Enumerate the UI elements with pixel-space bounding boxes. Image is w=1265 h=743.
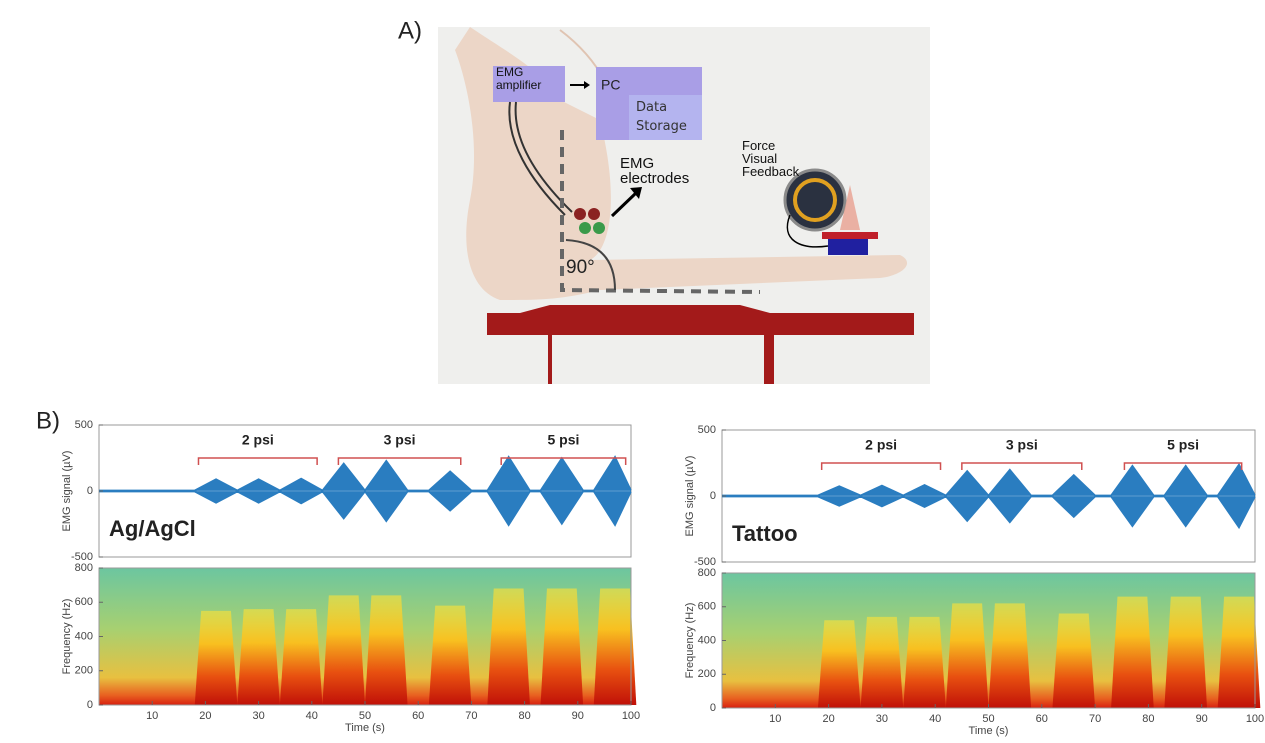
burst-column (1218, 597, 1261, 708)
y-tick-label: 500 (698, 424, 716, 436)
bracket-label: 3 psi (1006, 437, 1038, 453)
burst-column (322, 595, 365, 705)
burst-column (280, 609, 323, 705)
feedback-label: Force Visual Feedback (742, 139, 812, 178)
bracket-label: 2 psi (242, 432, 274, 448)
burst-column (1164, 597, 1207, 708)
y-tick-label: 400 (698, 634, 716, 646)
y-tick-label: 500 (75, 419, 93, 431)
burst-column (541, 589, 584, 705)
burst-column (861, 617, 904, 708)
burst-column (487, 589, 530, 705)
burst-column (903, 617, 946, 708)
electrodes-box: EMG electrodes (620, 156, 710, 196)
x-tick-label: 40 (306, 710, 318, 722)
x-tick-label: 20 (199, 710, 211, 722)
x-tick-label: 90 (572, 710, 584, 722)
x-tick-label: 40 (929, 713, 941, 725)
panel-name: Ag/AgCl (109, 516, 196, 541)
x-tick-label: 30 (252, 710, 264, 722)
y-axis-label: EMG signal (µV) (61, 451, 73, 532)
burst-column (237, 609, 280, 705)
burst-column (1052, 614, 1095, 709)
y-tick-label: 400 (75, 630, 93, 642)
y-tick-label: 0 (87, 699, 93, 711)
bracket-label: 5 psi (547, 432, 579, 448)
x-axis-label: Time (s) (969, 725, 1009, 737)
y-tick-label: 0 (87, 485, 93, 497)
storage-label: Data Storage (636, 98, 702, 136)
x-tick-label: 20 (822, 713, 834, 725)
x-tick-label: 50 (982, 713, 994, 725)
burst-column (594, 589, 637, 705)
burst-column (989, 603, 1032, 708)
x-axis-label: Time (s) (345, 722, 385, 734)
x-tick-label: 10 (146, 710, 158, 722)
y-tick-label: 0 (710, 702, 716, 714)
angle-label: 90° (566, 257, 595, 278)
bracket-label: 2 psi (865, 437, 897, 453)
burst-column (429, 606, 472, 705)
x-tick-label: 50 (359, 710, 371, 722)
burst-column (946, 603, 989, 708)
x-tick-label: 90 (1196, 713, 1208, 725)
y-tick-label: 0 (710, 490, 716, 502)
x-tick-label: 100 (1246, 713, 1264, 725)
x-tick-label: 10 (769, 713, 781, 725)
y-axis-label: EMG signal (µV) (684, 456, 696, 537)
y-axis-label: Frequency (Hz) (61, 599, 73, 675)
bracket-label: 5 psi (1167, 437, 1199, 453)
amplifier-label: EMG amplifier (496, 66, 566, 92)
x-tick-label: 80 (1142, 713, 1154, 725)
x-tick-label: 60 (1036, 713, 1048, 725)
y-axis-label: Frequency (Hz) (684, 603, 696, 679)
x-tick-label: 80 (518, 710, 530, 722)
storage-box: Data Storage (636, 98, 702, 138)
x-tick-label: 30 (876, 713, 888, 725)
panel-label: B) (36, 407, 60, 434)
burst-column (365, 595, 408, 705)
burst-column (195, 611, 238, 705)
y-tick-label: 200 (75, 665, 93, 677)
x-tick-label: 60 (412, 710, 424, 722)
x-tick-label: 100 (622, 710, 640, 722)
y-tick-label: 800 (698, 567, 716, 579)
electrodes-label: EMG electrodes (620, 156, 710, 186)
y-tick-label: 600 (698, 601, 716, 613)
pc-label: PC (601, 77, 620, 93)
figure: A) EMG amplifier PC Data Storage EMG ele… (0, 0, 1265, 743)
y-tick-label: 200 (698, 668, 716, 680)
amplifier-box: EMG amplifier (496, 66, 566, 102)
x-tick-label: 70 (465, 710, 477, 722)
burst-column (818, 620, 861, 708)
feedback-box: Force Visual Feedback (742, 139, 842, 179)
panel-label: A) (398, 17, 422, 44)
bracket-label: 3 psi (384, 432, 416, 448)
panel-name: Tattoo (732, 521, 798, 546)
y-tick-label: 600 (75, 596, 93, 608)
burst-column (1111, 597, 1154, 708)
y-tick-label: 800 (75, 562, 93, 574)
x-tick-label: 70 (1089, 713, 1101, 725)
